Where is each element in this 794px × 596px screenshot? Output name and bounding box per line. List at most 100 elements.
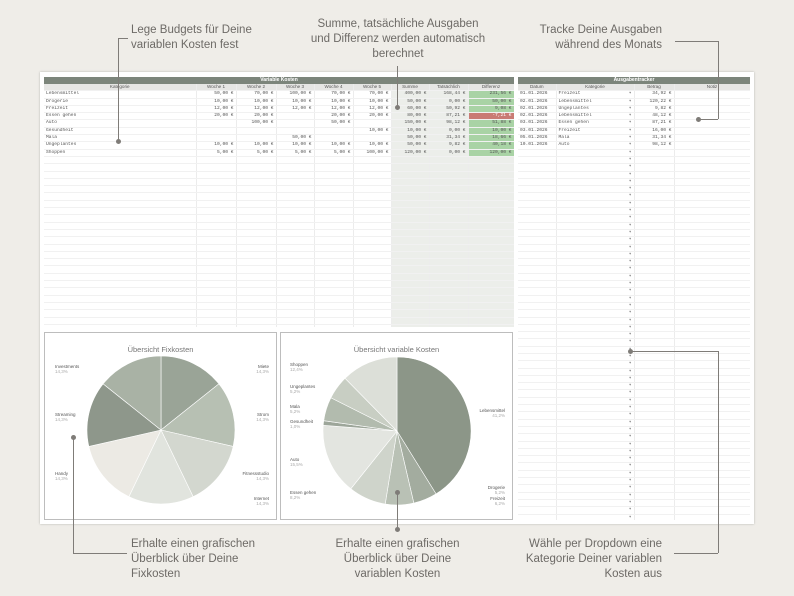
category-dropdown[interactable]: ▾ — [556, 317, 635, 325]
table-cell[interactable] — [276, 324, 315, 327]
table-cell[interactable]: Essen gehen — [44, 112, 197, 121]
amount-cell[interactable] — [634, 309, 675, 318]
note-cell[interactable] — [674, 499, 750, 508]
table-cell[interactable] — [468, 207, 514, 216]
chevron-down-icon[interactable]: ▾ — [628, 229, 632, 235]
table-cell[interactable]: 50,00 € — [391, 98, 430, 106]
table-cell[interactable] — [236, 324, 277, 327]
table-cell[interactable]: 98,12 € — [429, 119, 469, 128]
amount-cell[interactable] — [634, 244, 675, 252]
note-cell[interactable] — [674, 105, 750, 114]
chevron-down-icon[interactable]: ▾ — [628, 426, 632, 432]
amount-cell[interactable]: 87,21 € — [634, 119, 675, 128]
table-cell[interactable] — [44, 214, 197, 223]
table-cell[interactable] — [276, 112, 315, 121]
date-cell[interactable] — [518, 441, 557, 449]
table-cell[interactable]: 20,00 € — [236, 112, 277, 121]
amount-cell[interactable] — [634, 411, 675, 420]
category-dropdown[interactable]: ▾ — [556, 185, 635, 194]
date-cell[interactable] — [518, 462, 557, 471]
table-cell[interactable]: 12,00 € — [196, 105, 237, 114]
note-cell[interactable] — [674, 404, 750, 413]
table-cell[interactable] — [196, 214, 237, 223]
date-cell[interactable] — [518, 324, 557, 333]
amount-cell[interactable] — [634, 353, 675, 362]
table-cell[interactable] — [276, 280, 315, 289]
table-cell[interactable] — [236, 127, 277, 136]
table-cell[interactable] — [391, 309, 430, 318]
chevron-down-icon[interactable]: ▾ — [628, 361, 632, 367]
table-cell[interactable] — [391, 317, 430, 325]
table-cell[interactable] — [429, 280, 469, 289]
category-dropdown[interactable]: ▾ — [556, 192, 635, 201]
amount-cell[interactable] — [634, 149, 675, 157]
category-dropdown[interactable]: ▾ — [556, 397, 635, 406]
table-cell[interactable] — [44, 207, 197, 216]
table-cell[interactable] — [276, 200, 315, 209]
note-cell[interactable] — [674, 141, 750, 150]
category-dropdown[interactable]: ▾ — [556, 236, 635, 245]
chevron-down-icon[interactable]: ▾ — [628, 368, 632, 374]
note-cell[interactable] — [674, 171, 750, 179]
date-cell[interactable] — [518, 492, 557, 500]
table-cell[interactable]: 18,66 € — [468, 134, 514, 143]
table-cell[interactable] — [196, 207, 237, 216]
amount-cell[interactable] — [634, 433, 675, 442]
table-cell[interactable] — [236, 273, 277, 282]
table-cell[interactable]: 10,00 € — [236, 141, 277, 150]
note-cell[interactable] — [674, 338, 750, 347]
date-cell[interactable] — [518, 171, 557, 179]
amount-cell[interactable] — [634, 229, 675, 238]
date-cell[interactable] — [518, 433, 557, 442]
date-cell[interactable]: 10.01.2026 — [518, 141, 557, 150]
note-cell[interactable] — [674, 229, 750, 238]
amount-cell[interactable]: 9,82 € — [634, 105, 675, 114]
amount-cell[interactable] — [634, 178, 675, 187]
table-cell[interactable]: 10,00 € — [353, 98, 392, 106]
amount-cell[interactable] — [634, 462, 675, 471]
table-cell[interactable] — [276, 317, 315, 325]
date-cell[interactable] — [518, 222, 557, 230]
date-cell[interactable] — [518, 470, 557, 479]
amount-cell[interactable] — [634, 192, 675, 201]
table-cell[interactable] — [429, 236, 469, 245]
category-dropdown[interactable]: ▾ — [556, 244, 635, 252]
table-cell[interactable] — [44, 200, 197, 209]
chevron-down-icon[interactable]: ▾ — [628, 332, 632, 338]
chevron-down-icon[interactable]: ▾ — [628, 419, 632, 425]
table-cell[interactable] — [391, 302, 430, 311]
table-cell[interactable] — [196, 119, 237, 128]
table-cell[interactable]: Drogerie — [44, 98, 197, 106]
amount-cell[interactable] — [634, 200, 675, 209]
date-cell[interactable] — [518, 178, 557, 187]
note-cell[interactable] — [674, 455, 750, 464]
date-cell[interactable]: 02.01.2026 — [518, 112, 557, 121]
table-cell[interactable]: 20,00 € — [314, 112, 354, 121]
table-cell[interactable] — [44, 251, 197, 260]
table-cell[interactable] — [236, 280, 277, 289]
note-cell[interactable] — [674, 448, 750, 457]
note-cell[interactable] — [674, 185, 750, 194]
table-cell[interactable] — [44, 287, 197, 296]
table-cell[interactable] — [429, 207, 469, 216]
chevron-down-icon[interactable]: ▾ — [628, 448, 632, 454]
chevron-down-icon[interactable]: ▾ — [628, 339, 632, 345]
table-cell[interactable] — [468, 295, 514, 303]
table-cell[interactable] — [44, 229, 197, 238]
category-dropdown[interactable]: ▾ — [556, 156, 635, 165]
category-dropdown[interactable]: ▾ — [556, 309, 635, 318]
category-dropdown[interactable]: ▾ — [556, 477, 635, 486]
table-cell[interactable] — [429, 302, 469, 311]
table-cell[interactable] — [391, 258, 430, 267]
table-cell[interactable] — [353, 222, 392, 230]
chevron-down-icon[interactable]: ▾ — [628, 200, 632, 206]
table-cell[interactable] — [429, 156, 469, 165]
table-cell[interactable]: 9,82 € — [429, 141, 469, 150]
table-cell[interactable]: 168,44 € — [429, 90, 469, 99]
table-cell[interactable] — [391, 163, 430, 172]
table-cell[interactable]: 120,00 € — [391, 149, 430, 157]
table-cell[interactable]: 400,00 € — [391, 90, 430, 99]
table-cell[interactable] — [429, 273, 469, 282]
category-dropdown[interactable]: ▾ — [556, 346, 635, 355]
table-cell[interactable] — [44, 222, 197, 230]
